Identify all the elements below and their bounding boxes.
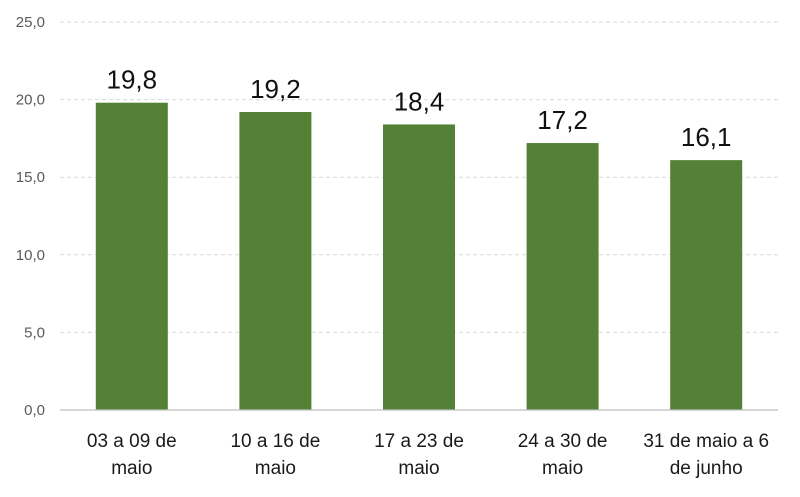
data-label: 19,2 (250, 74, 301, 104)
data-label: 18,4 (394, 86, 445, 116)
x-category-label: 24 a 30 de (518, 431, 608, 452)
y-tick-label: 0,0 (24, 402, 45, 419)
y-tick-label: 15,0 (16, 169, 45, 186)
x-category-label: maio (255, 458, 296, 479)
x-axis-category-labels: 03 a 09 de maio 10 a 16 de maio 17 a 23 de ma… (87, 431, 769, 479)
bar (670, 160, 743, 410)
y-tick-label: 5,0 (24, 324, 45, 341)
data-label: 16,1 (681, 122, 732, 152)
x-category-label: 10 a 16 de (230, 431, 320, 452)
y-tick-label: 10,0 (16, 247, 45, 264)
data-labels: 19,8 19,2 18,4 17,2 16,1 (106, 65, 731, 152)
bar (95, 102, 168, 410)
x-category-label: 03 a 09 de (87, 431, 177, 452)
bar (526, 143, 599, 410)
x-category-label: maio (398, 458, 439, 479)
x-category-label: 31 de maio a 6 (643, 431, 769, 452)
bar (383, 124, 455, 410)
x-category-label: maio (111, 458, 152, 479)
data-label: 19,8 (106, 65, 157, 95)
data-label: 17,2 (537, 105, 588, 135)
bar (239, 112, 312, 411)
y-axis-tick-labels: 0,0 5,0 10,0 15,0 20,0 25,0 (16, 14, 45, 419)
x-category-label: maio (542, 458, 583, 479)
y-tick-label: 25,0 (16, 14, 45, 31)
x-category-label: 17 a 23 de (374, 431, 464, 452)
y-tick-label: 20,0 (16, 92, 45, 109)
bars (95, 102, 743, 411)
x-category-label: de junho (670, 458, 743, 479)
